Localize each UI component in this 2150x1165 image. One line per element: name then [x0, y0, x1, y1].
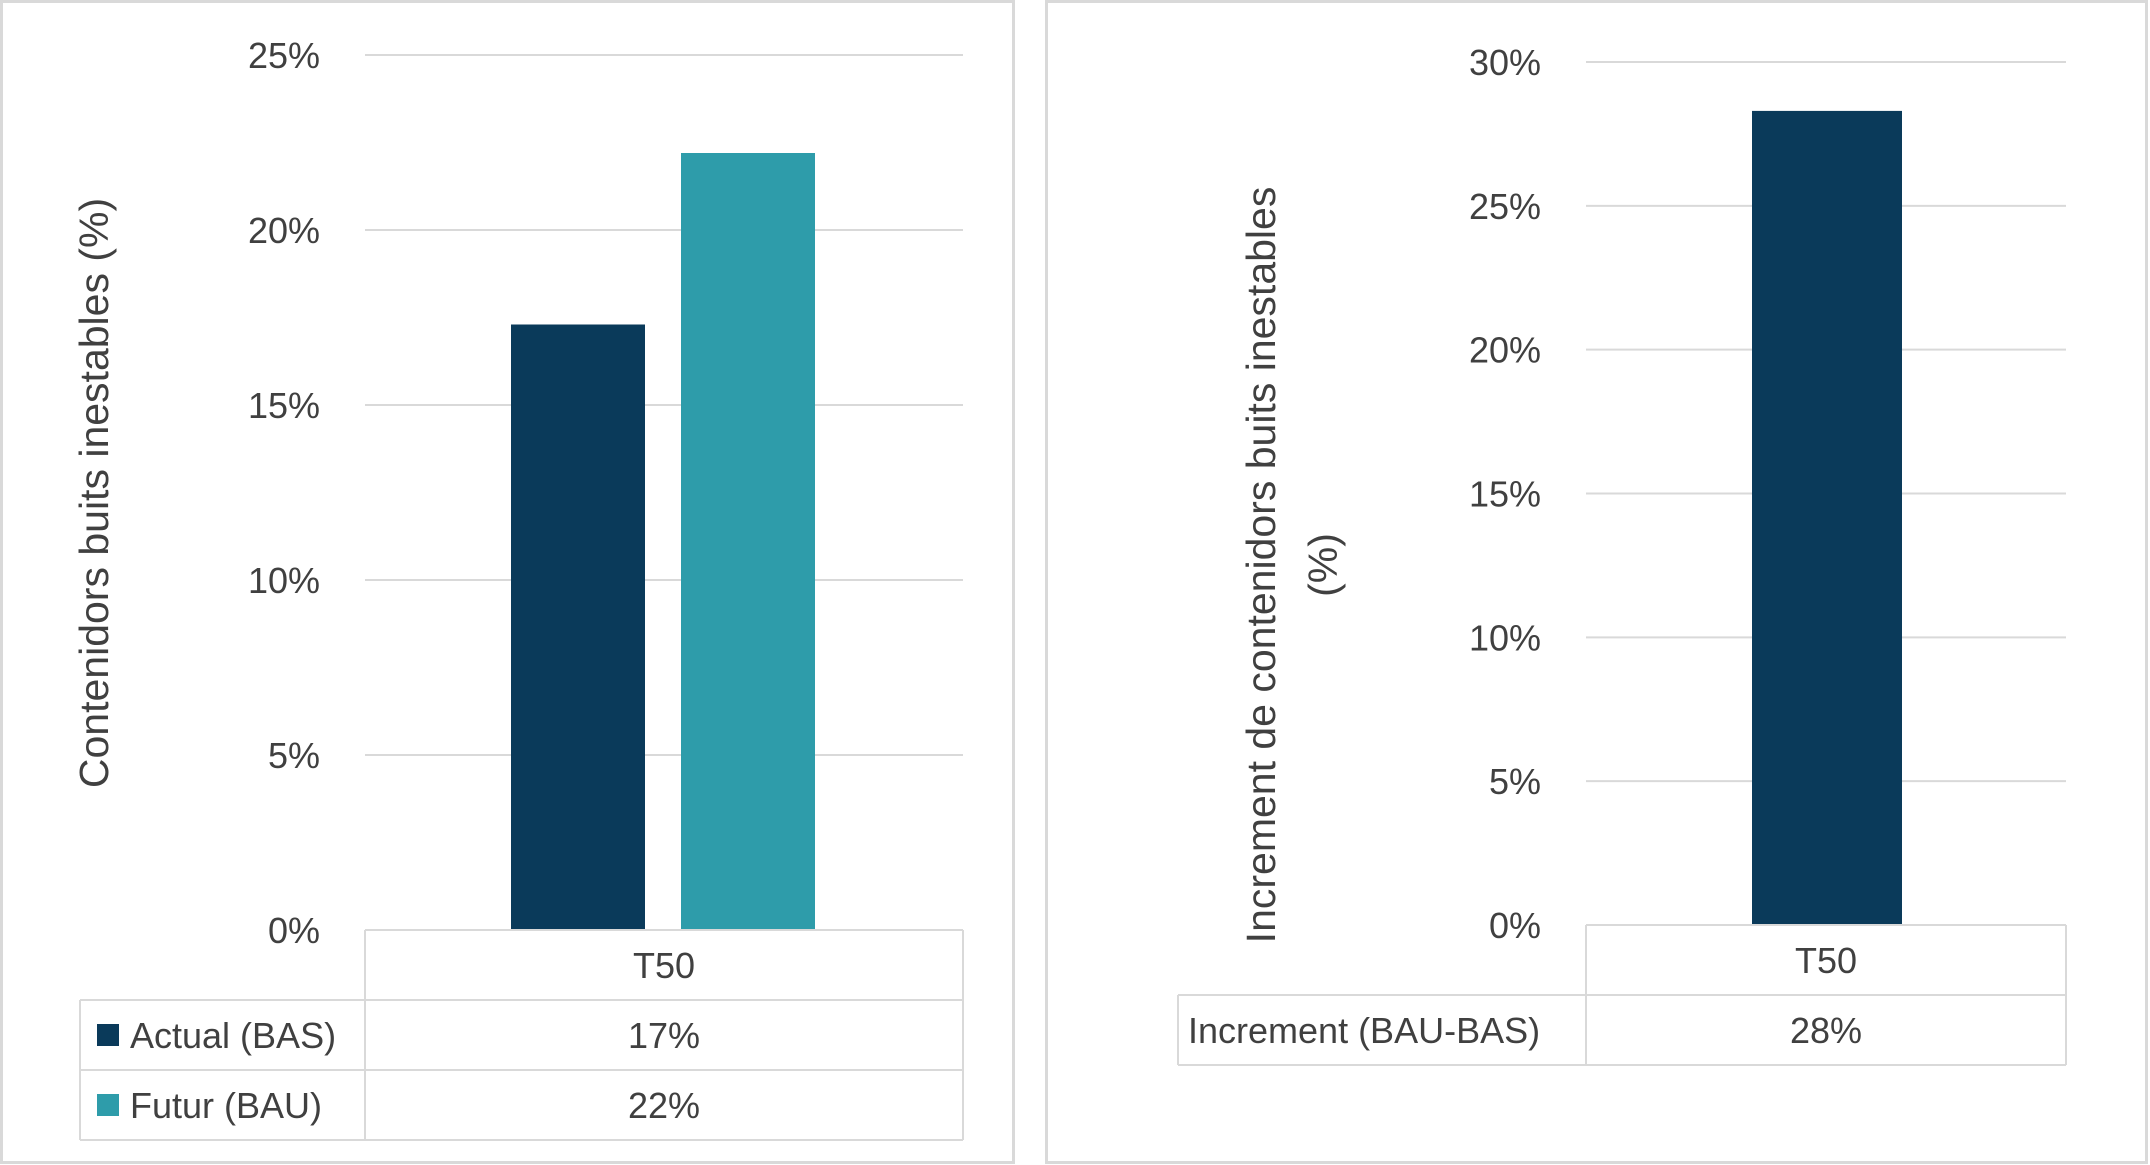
y-axis-title: Contenidors buits inestables (%) — [71, 198, 117, 788]
y-tick-label: 25% — [248, 35, 320, 76]
y-axis-title: Increment de contenidors buits inestable… — [1238, 187, 1346, 944]
bar-1 — [1752, 110, 1902, 926]
data-value-label: 22% — [628, 1085, 700, 1126]
y-tick-label: 10% — [248, 560, 320, 601]
y-tick-label: 15% — [1469, 474, 1541, 515]
y-tick-label: 25% — [1469, 186, 1541, 227]
category-label: T50 — [633, 945, 695, 986]
y-tick-label: 15% — [248, 385, 320, 426]
chart-panel-left: 0% 5% 10% 15% 20% 25% Contenidors buits inesta… — [0, 0, 1020, 1165]
bar-1 — [511, 324, 645, 930]
legend-label: Actual (BAS) — [130, 1015, 336, 1056]
bar-2 — [681, 153, 815, 930]
panel-right-border — [1045, 0, 2148, 1164]
y-axis-title-line: (%) — [1300, 533, 1346, 597]
y-tick-label: 0% — [268, 910, 320, 951]
legend-label: Increment (BAU-BAS) — [1188, 1010, 1540, 1051]
y-tick-label: 20% — [1469, 330, 1541, 371]
y-tick-label: 10% — [1469, 617, 1541, 658]
chart-panel-right: 0% 5% 10% 15% 20% 25% 30% Increment de contenid… — [1045, 0, 2150, 1165]
panel-left-border — [0, 0, 1015, 1164]
chart-right-svg: 0% 5% 10% 15% 20% 25% 30% Increment de contenid… — [1045, 0, 2148, 1164]
y-tick-label: 30% — [1469, 42, 1541, 83]
data-value-label: 28% — [1790, 1010, 1862, 1051]
category-label: T50 — [1795, 940, 1857, 981]
y-tick-label: 20% — [248, 210, 320, 251]
legend-key-1 — [97, 1024, 119, 1046]
legend-label: Futur (BAU) — [130, 1085, 322, 1126]
chart-left-svg: 0% 5% 10% 15% 20% 25% Contenidors buits inesta… — [0, 0, 1015, 1164]
y-tick-label: 5% — [1489, 761, 1541, 802]
data-value-label: 17% — [628, 1015, 700, 1056]
y-tick-label: 0% — [1489, 905, 1541, 946]
y-axis-title-line: Increment de contenidors buits inestable… — [1238, 187, 1284, 944]
legend-key-2 — [97, 1094, 119, 1116]
y-tick-label: 5% — [268, 735, 320, 776]
